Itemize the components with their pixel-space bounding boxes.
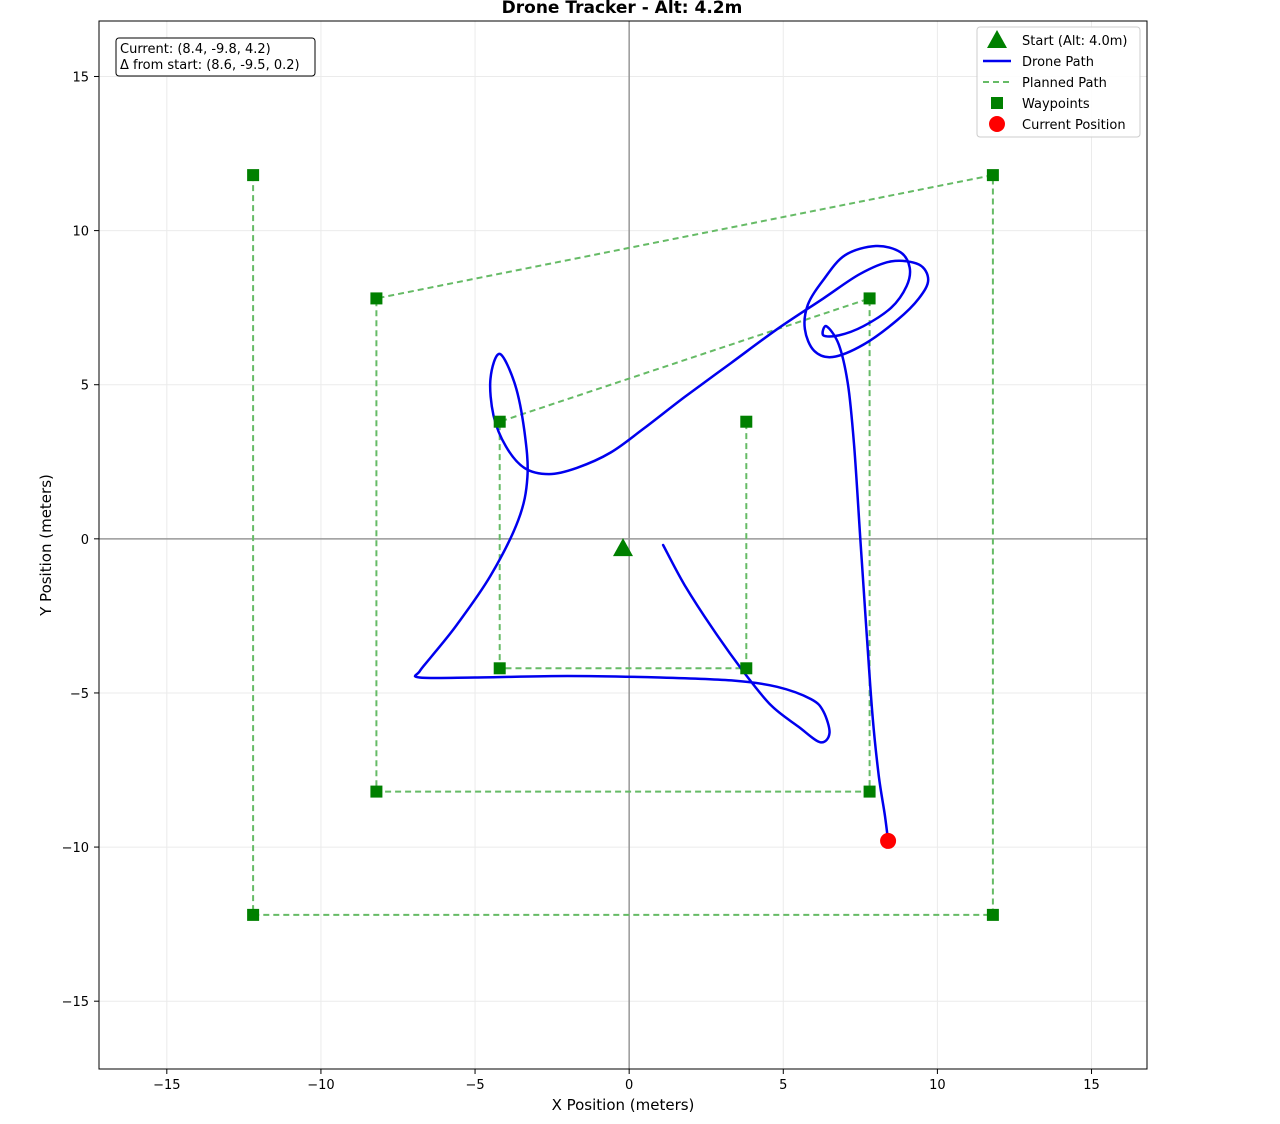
chart-title: Drone Tracker - Alt: 4.2m bbox=[502, 0, 743, 18]
waypoint-marker bbox=[493, 415, 506, 428]
legend-label: Drone Path bbox=[1022, 55, 1094, 70]
legend-current-position-symbol bbox=[989, 116, 1005, 132]
waypoint-marker bbox=[247, 169, 260, 182]
x-tick-label: −15 bbox=[153, 1078, 180, 1093]
x-axis-label: X Position (meters) bbox=[552, 1096, 695, 1114]
waypoint-marker bbox=[493, 662, 506, 675]
waypoint-marker bbox=[863, 785, 876, 798]
y-tick-label: 15 bbox=[72, 70, 89, 85]
y-axis-label: Y Position (meters) bbox=[37, 474, 55, 617]
waypoint-marker bbox=[986, 169, 999, 182]
legend-waypoints-symbol bbox=[991, 97, 1003, 109]
x-tick-label: 0 bbox=[625, 1078, 633, 1093]
plot-layer bbox=[247, 169, 999, 921]
current-position-marker bbox=[880, 832, 897, 849]
y-tick-label: 0 bbox=[81, 533, 89, 548]
legend-start-symbol bbox=[987, 30, 1007, 48]
x-tick-label: 15 bbox=[1083, 1078, 1100, 1093]
waypoint-marker bbox=[986, 908, 999, 921]
y-tick-label: −15 bbox=[62, 995, 89, 1010]
waypoint-marker bbox=[370, 785, 383, 798]
waypoint-marker bbox=[740, 415, 753, 428]
info-box: Current: (8.4, -9.8, 4.2) Δ from start: … bbox=[115, 37, 316, 77]
y-tick-label: 5 bbox=[81, 379, 89, 394]
waypoint-marker bbox=[863, 292, 876, 305]
legend-label: Current Position bbox=[1022, 118, 1126, 133]
x-axis-ticks: −15 −10 −5 0 5 10 15 bbox=[153, 1069, 1100, 1093]
x-tick-label: 10 bbox=[929, 1078, 946, 1093]
waypoint-marker bbox=[247, 908, 260, 921]
waypoint-marker bbox=[370, 292, 383, 305]
info-current-position: Current: (8.4, -9.8, 4.2) bbox=[120, 42, 271, 57]
legend-label: Planned Path bbox=[1022, 76, 1107, 91]
legend-label: Waypoints bbox=[1022, 97, 1090, 112]
y-tick-label: −5 bbox=[70, 687, 89, 702]
x-tick-label: −10 bbox=[307, 1078, 334, 1093]
info-box-frame bbox=[115, 37, 316, 77]
x-tick-label: 5 bbox=[779, 1078, 787, 1093]
legend-frame bbox=[976, 26, 1141, 138]
info-delta-from-start: Δ from start: (8.6, -9.5, 0.2) bbox=[120, 58, 300, 73]
planned-path-line bbox=[252, 173, 994, 916]
y-tick-label: −10 bbox=[62, 841, 89, 856]
y-axis-ticks: −15 −10 −5 0 5 10 15 bbox=[62, 70, 99, 1010]
plot-frame bbox=[98, 20, 1148, 1070]
y-tick-label: 10 bbox=[72, 225, 89, 240]
legend: Start (Alt: 4.0m) Drone Path Planned Path W… bbox=[976, 26, 1141, 138]
waypoint-marker bbox=[740, 662, 753, 675]
drone-path-line bbox=[413, 244, 930, 843]
x-tick-label: −5 bbox=[465, 1078, 484, 1093]
legend-label: Start (Alt: 4.0m) bbox=[1022, 34, 1128, 49]
start-marker bbox=[613, 538, 633, 557]
